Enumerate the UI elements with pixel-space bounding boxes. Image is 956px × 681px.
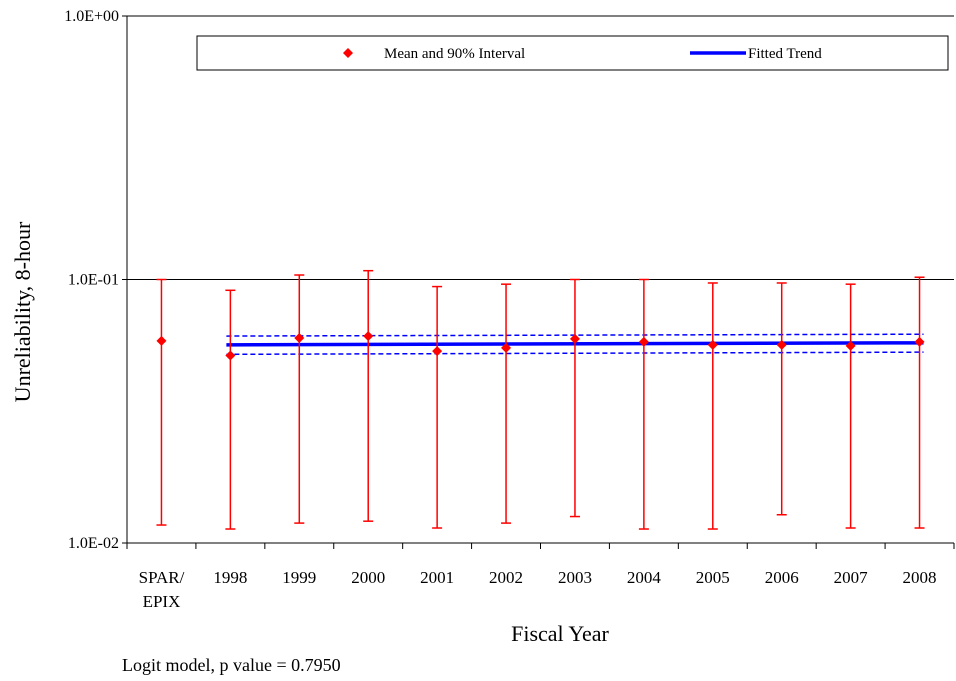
mean-point-8 (707, 339, 718, 350)
mean-point-3 (363, 331, 374, 342)
x-tick-label-11-0: 2008 (903, 568, 937, 587)
x-tick-label-8-0: 2005 (696, 568, 730, 587)
y-tick-label-1: 1.0E-01 (68, 272, 119, 289)
legend-marker-mean (343, 48, 353, 58)
mean-point-11 (914, 336, 925, 347)
x-tick-label-2-0: 1999 (282, 568, 316, 587)
legend-box (196, 35, 949, 71)
x-tick-label-5-0: 2002 (489, 568, 523, 587)
mean-points (156, 331, 925, 361)
model-footnote: Logit model, p value = 0.7950 (122, 655, 341, 675)
x-axis-title: Fiscal Year (511, 621, 609, 646)
x-tick-label-4-0: 2001 (420, 568, 454, 587)
legend-label-trend: Fitted Trend (748, 46, 822, 62)
x-tick-label-3-0: 2000 (351, 568, 385, 587)
y-axis-ticks: 1.0E-02 1.0E-01 1.0E+00 (64, 8, 127, 552)
x-tick-label-0-0: SPAR/ (139, 568, 185, 587)
y-tick-label-0: 1.0E-02 (68, 535, 119, 552)
x-axis-ticks: SPAR/EPIX 1998 1999 2000 2001 2002 2003 2004 200… (126, 543, 955, 611)
mean-point-4 (432, 346, 443, 357)
gridlines (127, 15, 954, 544)
mean-point-10 (845, 340, 856, 351)
mean-point-6 (569, 333, 580, 344)
y-axis-title: Unreliability, 8-hour (10, 221, 35, 402)
x-tick-label-6-0: 2003 (558, 568, 592, 587)
error-bars (156, 269, 925, 530)
legend-label-mean: Mean and 90% Interval (384, 46, 525, 62)
x-tick-label-1-0: 1998 (213, 568, 247, 587)
mean-point-5 (501, 342, 512, 353)
mean-point-9 (776, 339, 787, 350)
y-tick-label-2: 1.0E+00 (64, 8, 119, 25)
x-tick-label-9-0: 2006 (765, 568, 799, 587)
mean-point-1 (225, 350, 236, 361)
legend: Mean and 90% Interval Fitted Trend (196, 35, 949, 71)
x-tick-label-0-1: EPIX (143, 592, 181, 611)
mean-point-7 (638, 336, 649, 347)
mean-point-2 (294, 332, 305, 343)
mean-point-0 (156, 335, 167, 346)
x-tick-label-10-0: 2007 (834, 568, 869, 587)
x-tick-label-7-0: 2004 (627, 568, 662, 587)
